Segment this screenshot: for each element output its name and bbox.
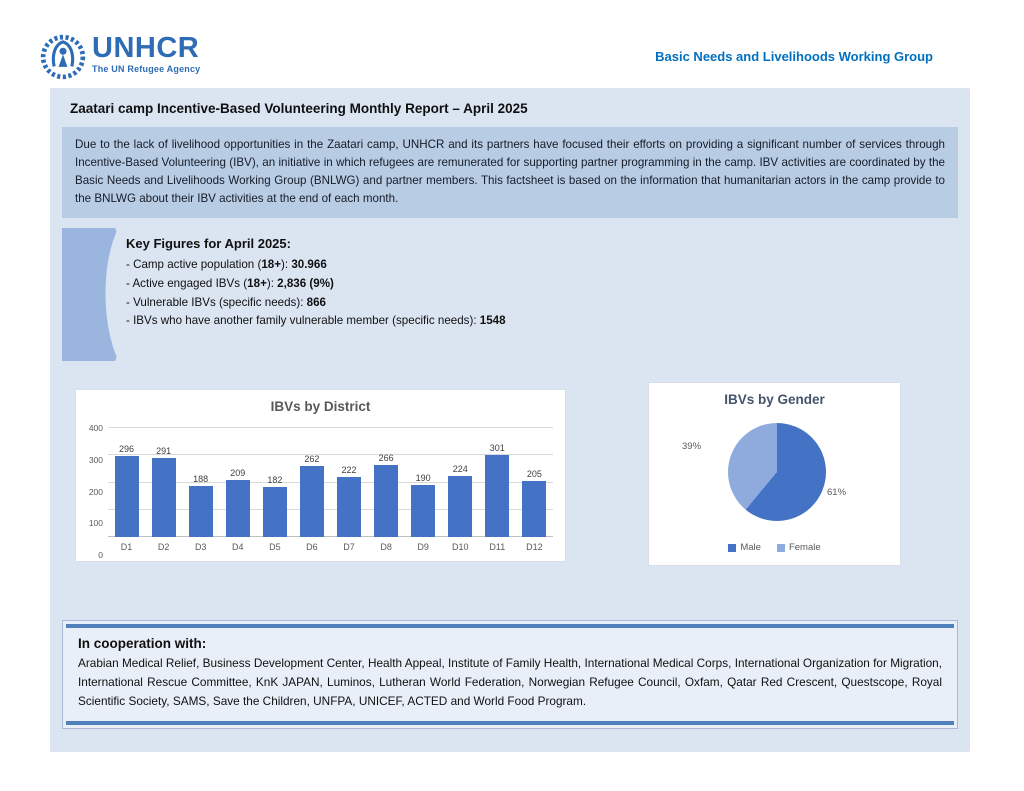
legend-swatch-icon — [728, 543, 737, 552]
gridline — [108, 536, 553, 537]
gridline — [108, 481, 553, 483]
bar-data-label: 291 — [156, 445, 172, 456]
x-axis-tick: D9 — [417, 542, 429, 552]
y-axis-tick: 0 — [98, 550, 103, 560]
x-axis-tick: D5 — [269, 542, 281, 552]
unhcr-logo-text: UNHCR — [92, 32, 200, 64]
bar-data-label: 188 — [193, 473, 209, 484]
bar-d10: 224 — [442, 428, 479, 537]
x-axis-tick: D8 — [380, 542, 392, 552]
bar-data-label: 182 — [267, 475, 283, 486]
legend-item-female: Female — [776, 542, 821, 553]
bar-d8: 266 — [368, 428, 405, 537]
pie-legend: Male Female — [649, 542, 900, 553]
bar-chart-x-axis: D1 D2 D3 D4 D5 D6 D7 D8 D9 D10 D11 D12 — [108, 537, 553, 555]
bar-chart-plot: 296 291 188 209 182 262 222 266 190 224 301 205 — [108, 427, 553, 537]
unhcr-logo: UNHCR The UN Refugee Agency — [40, 34, 200, 85]
bar-rect — [299, 465, 324, 537]
report-panel: Zaatari camp Incentive-Based Volunteerin… — [50, 88, 970, 752]
x-axis-tick: D11 — [489, 542, 506, 552]
y-axis-tick: 300 — [88, 454, 103, 465]
key-figure-item: - Camp active population (18+): 30.966 — [126, 258, 327, 271]
key-figure-item: - IBVs who have another family vulnerabl… — [126, 314, 506, 328]
unhcr-logo-tagline: The UN Refugee Agency — [92, 64, 201, 74]
x-axis-tick: D6 — [306, 542, 318, 552]
bar-rect — [225, 480, 250, 537]
bar-rect — [337, 476, 361, 537]
pie-chart-card: IBVs by Gender 39% 61% Male Female — [648, 382, 901, 566]
bar-data-label: 266 — [378, 452, 394, 463]
unhcr-emblem-icon — [40, 34, 86, 85]
gridline — [108, 508, 553, 510]
bar-data-label: 301 — [489, 442, 505, 453]
y-axis-tick: 100 — [88, 518, 103, 529]
x-axis-tick: D1 — [120, 542, 133, 552]
bar-rect — [411, 485, 436, 537]
gridline — [108, 454, 553, 456]
bar-d7: 222 — [330, 428, 367, 537]
legend-label: Female — [788, 542, 821, 553]
gridline — [108, 427, 553, 428]
x-axis-tick: D3 — [194, 542, 207, 552]
bar-d5: 182 — [256, 428, 293, 537]
bar-rect — [114, 456, 139, 537]
decorative-curve-shape-icon — [62, 228, 118, 361]
bar-data-label: 296 — [119, 444, 135, 455]
bar-d1: 296 — [108, 428, 145, 537]
pie-circle — [728, 423, 826, 521]
x-axis-tick: D7 — [343, 542, 355, 552]
legend-swatch-icon — [776, 543, 785, 552]
bar-rect — [188, 485, 213, 537]
bar-d11: 301 — [479, 428, 516, 537]
legend-item-male: Male — [728, 542, 761, 553]
pie-chart-area: 39% 61% — [649, 419, 900, 531]
legend-label: Male — [740, 542, 761, 553]
cooperation-partners: Arabian Medical Relief, Business Develop… — [78, 656, 942, 708]
bar-data-label: 262 — [304, 453, 320, 464]
y-axis-tick: 400 — [88, 423, 103, 433]
report-title: Zaatari camp Incentive-Based Volunteerin… — [70, 101, 528, 116]
key-figures-heading: Key Figures for April 2025: — [126, 236, 291, 251]
bar-d3: 188 — [182, 428, 219, 537]
bar-chart-card: IBVs by District 0 100 200 300 400 296 291 188… — [75, 389, 566, 562]
bar-data-label: 224 — [452, 463, 468, 474]
bar-chart-title: IBVs by District — [270, 399, 371, 414]
bar-data-label: 209 — [230, 468, 246, 479]
bar-chart-y-axis: 0 100 200 300 400 — [84, 423, 108, 560]
pie-label-male: 61% — [827, 487, 847, 498]
pie-label-female: 39% — [682, 441, 702, 452]
bar-rect — [262, 487, 287, 537]
intro-paragraph: Due to the lack of livelihood opportunit… — [62, 127, 958, 219]
bar-chart-body: 0 100 200 300 400 296 291 188 209 182 262 222 266 19… — [84, 423, 553, 560]
bar-data-label: 190 — [415, 473, 431, 484]
x-axis-tick: D12 — [526, 542, 543, 552]
x-axis-tick: D10 — [451, 542, 469, 552]
bar-rect — [151, 457, 176, 537]
x-axis-tick: D2 — [157, 542, 170, 552]
bar-d6: 262 — [293, 428, 330, 537]
bar-d12: 205 — [516, 428, 553, 537]
bar-rect — [374, 464, 399, 537]
bar-d9: 190 — [405, 428, 442, 537]
pie-chart-title: IBVs by Gender — [724, 392, 825, 407]
key-figures-section: Key Figures for April 2025: - Camp activ… — [62, 228, 506, 361]
key-figure-item: - Vulnerable IBVs (specific needs): 866 — [126, 295, 326, 309]
bar-rect — [448, 475, 473, 537]
bar-d4: 209 — [219, 428, 256, 537]
bar-data-label: 205 — [526, 469, 542, 480]
working-group-link[interactable]: Basic Needs and Livelihoods Working Grou… — [655, 49, 933, 64]
key-figures-list: - Camp active population (18+): 30.966 - … — [126, 256, 506, 331]
x-axis-tick: D4 — [232, 542, 244, 552]
bar-d2: 291 — [145, 428, 182, 537]
cooperation-heading: In cooperation with: — [78, 636, 207, 651]
bar-rect — [522, 481, 547, 537]
bar-data-label: 222 — [341, 464, 357, 475]
y-axis-tick: 200 — [88, 486, 103, 497]
bar-rect — [485, 454, 510, 537]
cooperation-box: In cooperation with: Arabian Medical Rel… — [62, 620, 958, 729]
key-figure-item: - Active engaged IBVs (18+): 2,836 (9%) — [126, 276, 334, 290]
